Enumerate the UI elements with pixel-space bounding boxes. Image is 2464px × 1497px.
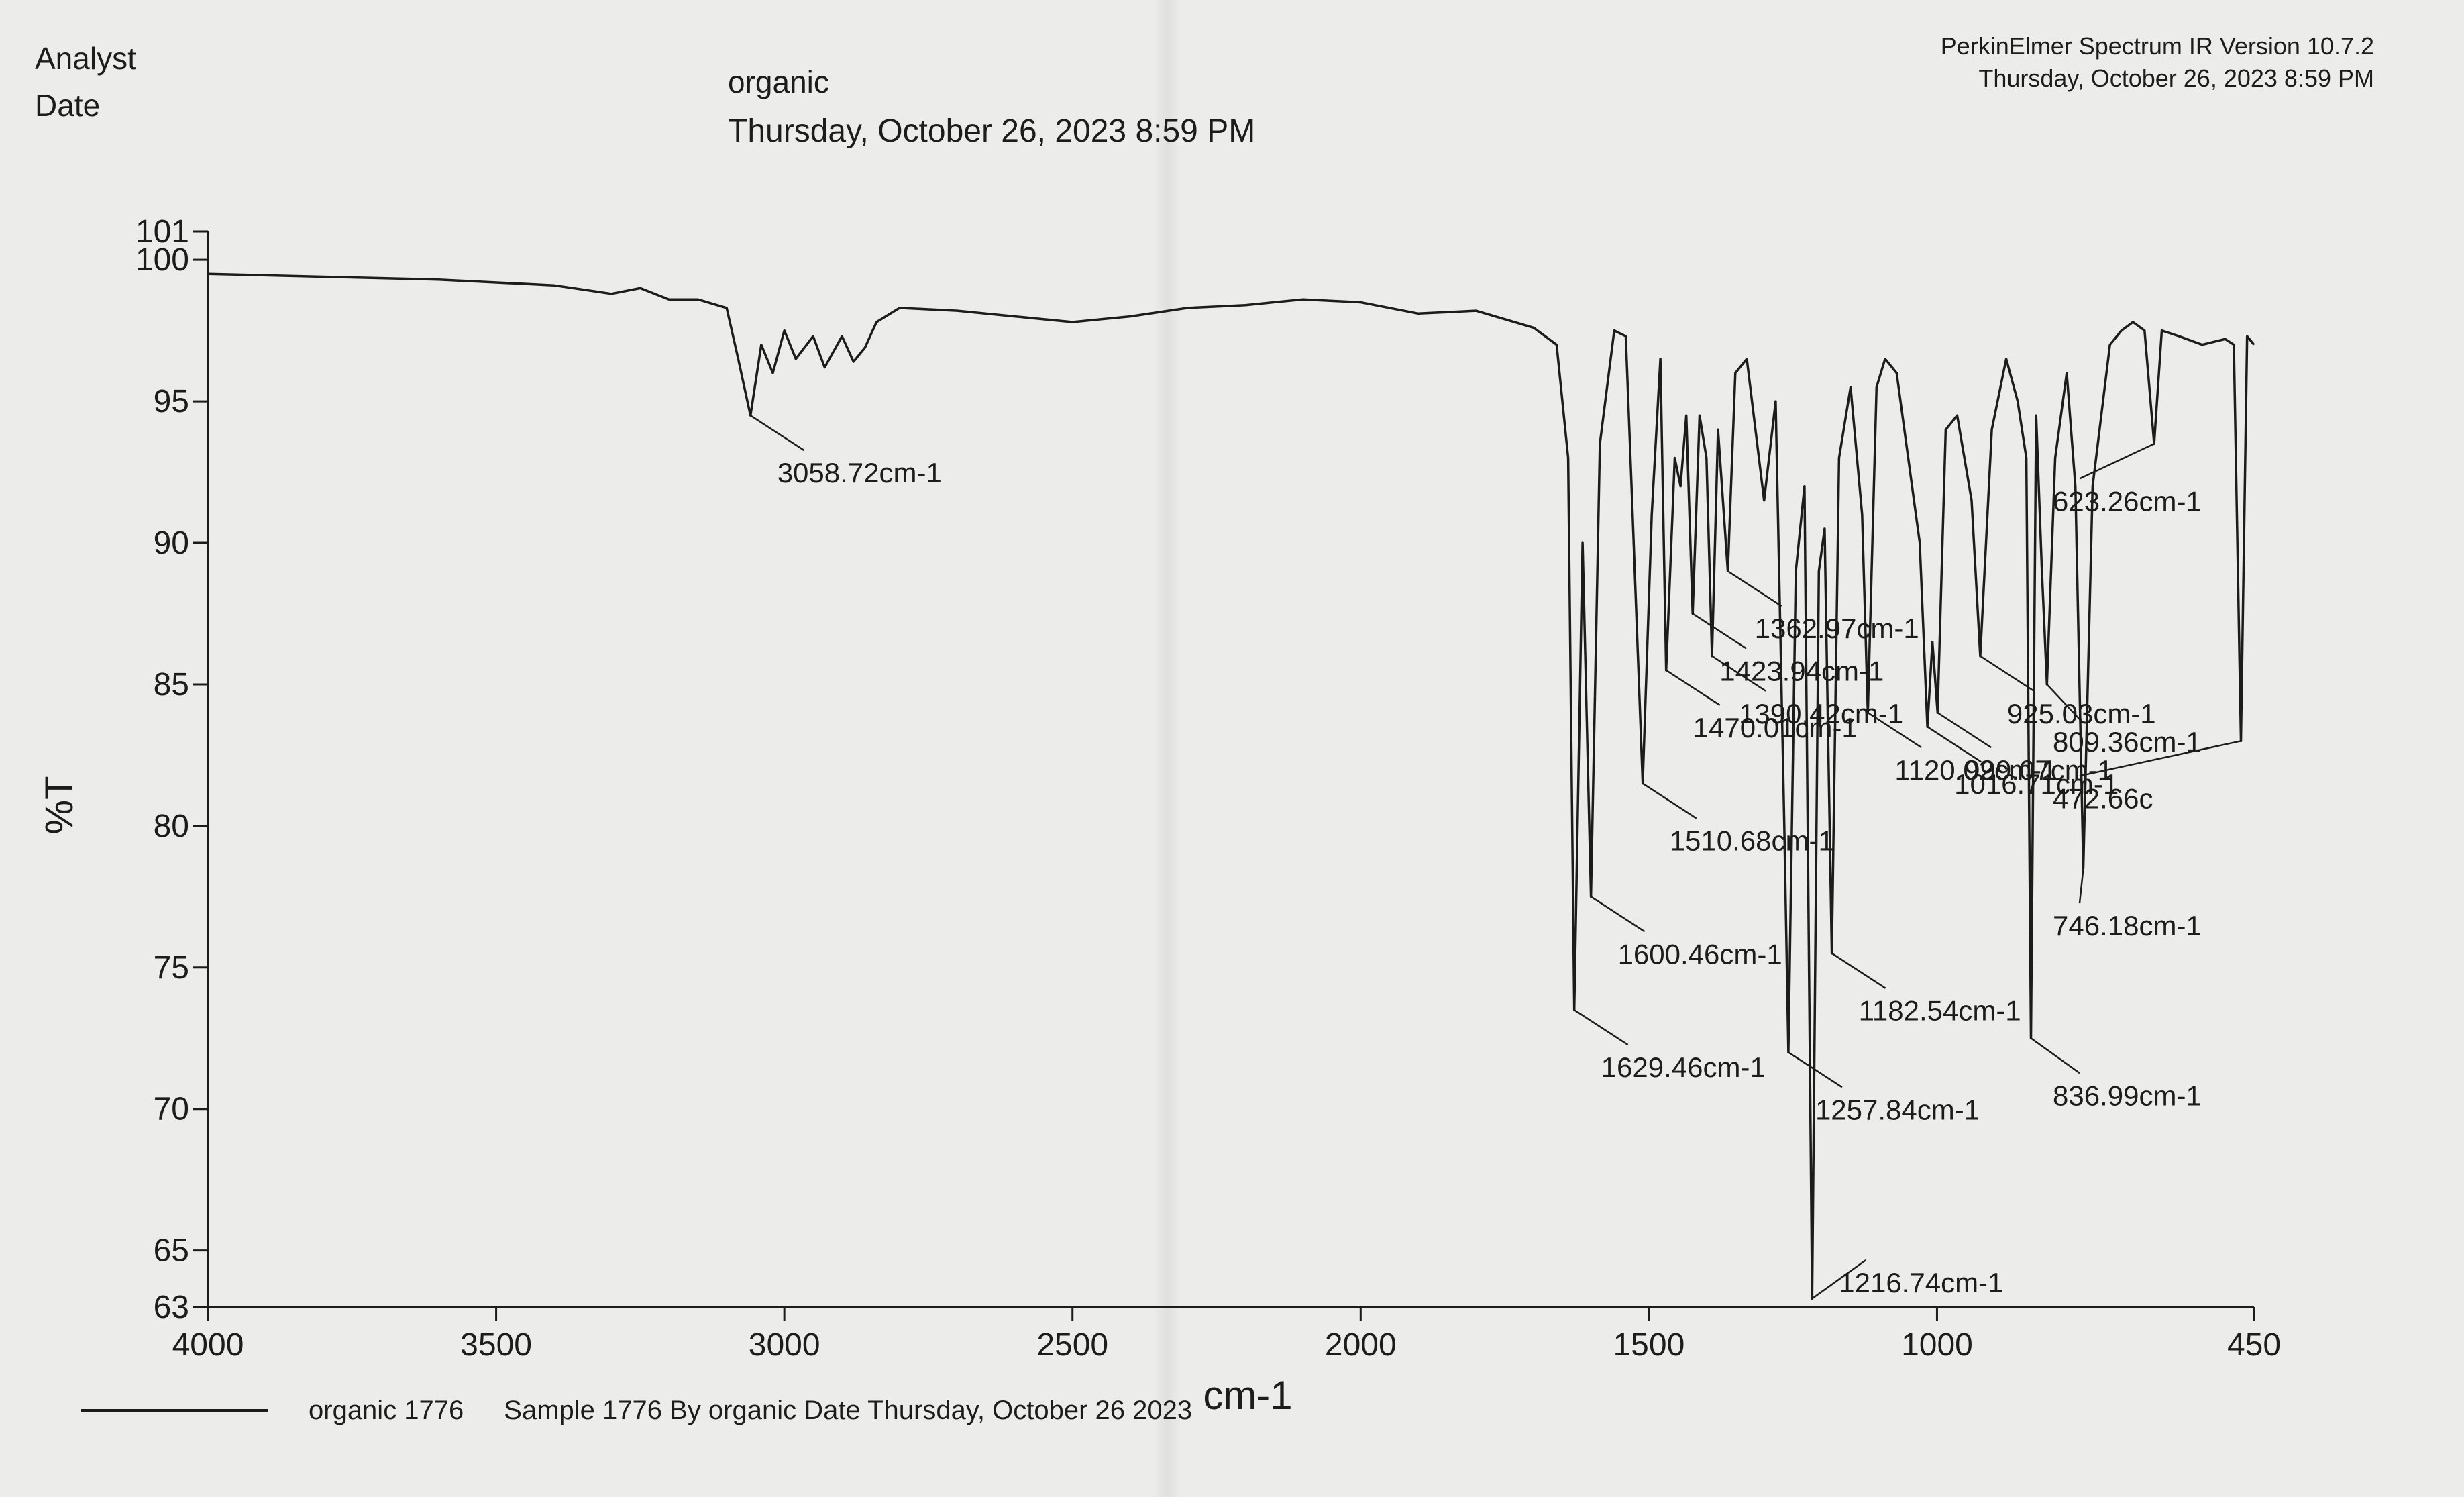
peak-label: 1600.46cm-1 bbox=[1618, 938, 1782, 970]
peak-leader-line bbox=[1573, 1009, 1629, 1046]
y-tick-label: 70 bbox=[154, 1092, 189, 1127]
peak-label: 623.26cm-1 bbox=[2053, 485, 2202, 517]
peak-label: 1182.54cm-1 bbox=[1859, 995, 2021, 1027]
peak-label: 1216.74cm-1 bbox=[1839, 1267, 2003, 1298]
peak-leader-line bbox=[1937, 712, 1992, 749]
peak-leader-line bbox=[1711, 655, 1766, 692]
date-label: Date bbox=[35, 88, 101, 123]
sample-name: organic bbox=[728, 64, 829, 99]
peak-leader-line bbox=[2078, 868, 2084, 904]
paper-fold bbox=[1154, 0, 1181, 1497]
spectrum-line bbox=[207, 272, 2255, 1300]
peak-leader-line bbox=[1665, 669, 1721, 706]
peak-leader-line bbox=[1727, 570, 1782, 607]
peak-leader-line bbox=[1831, 952, 1886, 989]
peak-label: 1423.94cm-1 bbox=[1719, 655, 1884, 686]
y-tick-label: 101 bbox=[136, 214, 189, 250]
peak-label: 3058.72cm-1 bbox=[778, 457, 942, 488]
peak-leader-line bbox=[2079, 443, 2155, 480]
peak-label: 1470.01cm-1 bbox=[1693, 712, 1858, 743]
y-tick-label: 100 bbox=[136, 242, 189, 278]
x-tick-label: 3500 bbox=[460, 1327, 532, 1363]
series-layer bbox=[207, 272, 2255, 1300]
x-tick-label: 3000 bbox=[749, 1327, 820, 1363]
peak-label: 999.07cm-1 bbox=[1964, 754, 2113, 786]
legend: organic 1776 Sample 1776 By organic Date… bbox=[81, 1396, 1192, 1426]
analyst-label: Analyst bbox=[35, 41, 136, 76]
x-tick-label: 450 bbox=[2227, 1327, 2281, 1363]
x-tick-label: 2000 bbox=[1325, 1327, 1397, 1363]
peak-leader-line bbox=[1867, 712, 1923, 749]
legend-description: Sample 1776 By organic Date Thursday, Oc… bbox=[504, 1396, 1193, 1425]
y-tick-label: 63 bbox=[154, 1290, 189, 1325]
x-tick-label: 1000 bbox=[1901, 1327, 1973, 1363]
peak-label: 746.18cm-1 bbox=[2053, 910, 2202, 941]
peak-label: 1390.42cm-1 bbox=[1739, 698, 1903, 729]
peak-leader-line bbox=[1788, 1051, 1843, 1088]
peak-labels-layer: 3058.72cm-1 1629.46cm-1 1600.46cm-1 1510.68… bbox=[750, 415, 2241, 1300]
peak-label: 836.99cm-1 bbox=[2053, 1080, 2202, 1111]
software-datetime: Thursday, October 26, 2023 8:59 PM bbox=[1978, 64, 2374, 92]
report-datetime: Thursday, October 26, 2023 8:59 PM bbox=[728, 113, 1256, 149]
peak-label: 1629.46cm-1 bbox=[1601, 1051, 1766, 1083]
x-axis-label: cm-1 bbox=[1203, 1373, 1292, 1418]
y-axis-label: %T bbox=[38, 776, 81, 835]
peak-leader-line bbox=[2030, 1037, 2080, 1074]
peak-leader-line bbox=[2046, 684, 2080, 720]
peak-leader-line bbox=[1692, 613, 1747, 650]
x-tick-label: 1500 bbox=[1613, 1327, 1684, 1363]
legend-line-swatch bbox=[81, 1409, 268, 1412]
peak-label: 809.36cm-1 bbox=[2053, 726, 2202, 758]
y-tick-label: 65 bbox=[154, 1233, 189, 1269]
software-version: PerkinElmer Spectrum IR Version 10.7.2 bbox=[1940, 32, 2374, 60]
peak-leader-line bbox=[750, 415, 805, 452]
peak-label: 472.66c bbox=[2053, 782, 2153, 814]
peak-leader-line bbox=[2079, 740, 2241, 777]
legend-series-name: organic 1776 bbox=[309, 1396, 464, 1425]
y-tick-label: 80 bbox=[154, 809, 189, 844]
peak-leader-line bbox=[1811, 1259, 1866, 1300]
peak-label: 1510.68cm-1 bbox=[1670, 825, 1834, 857]
peak-leader-line bbox=[1927, 726, 1982, 763]
peak-leader-line bbox=[1642, 782, 1697, 819]
x-tick-label: 4000 bbox=[172, 1327, 244, 1363]
y-tick-label: 95 bbox=[154, 384, 189, 419]
peak-label: 1257.84cm-1 bbox=[1815, 1094, 1980, 1125]
peak-label: 1362.97cm-1 bbox=[1755, 613, 1919, 644]
peak-label: 1120.02cm-1 bbox=[1894, 754, 2057, 786]
peak-leader-line bbox=[1980, 655, 2035, 692]
x-tick-label: 2500 bbox=[1036, 1327, 1108, 1363]
peak-label: 925.03cm-1 bbox=[2007, 698, 2156, 729]
peak-leader-line bbox=[1590, 896, 1646, 933]
y-tick-label: 75 bbox=[154, 950, 189, 986]
y-tick-label: 85 bbox=[154, 667, 189, 703]
y-tick-label: 90 bbox=[154, 525, 189, 561]
